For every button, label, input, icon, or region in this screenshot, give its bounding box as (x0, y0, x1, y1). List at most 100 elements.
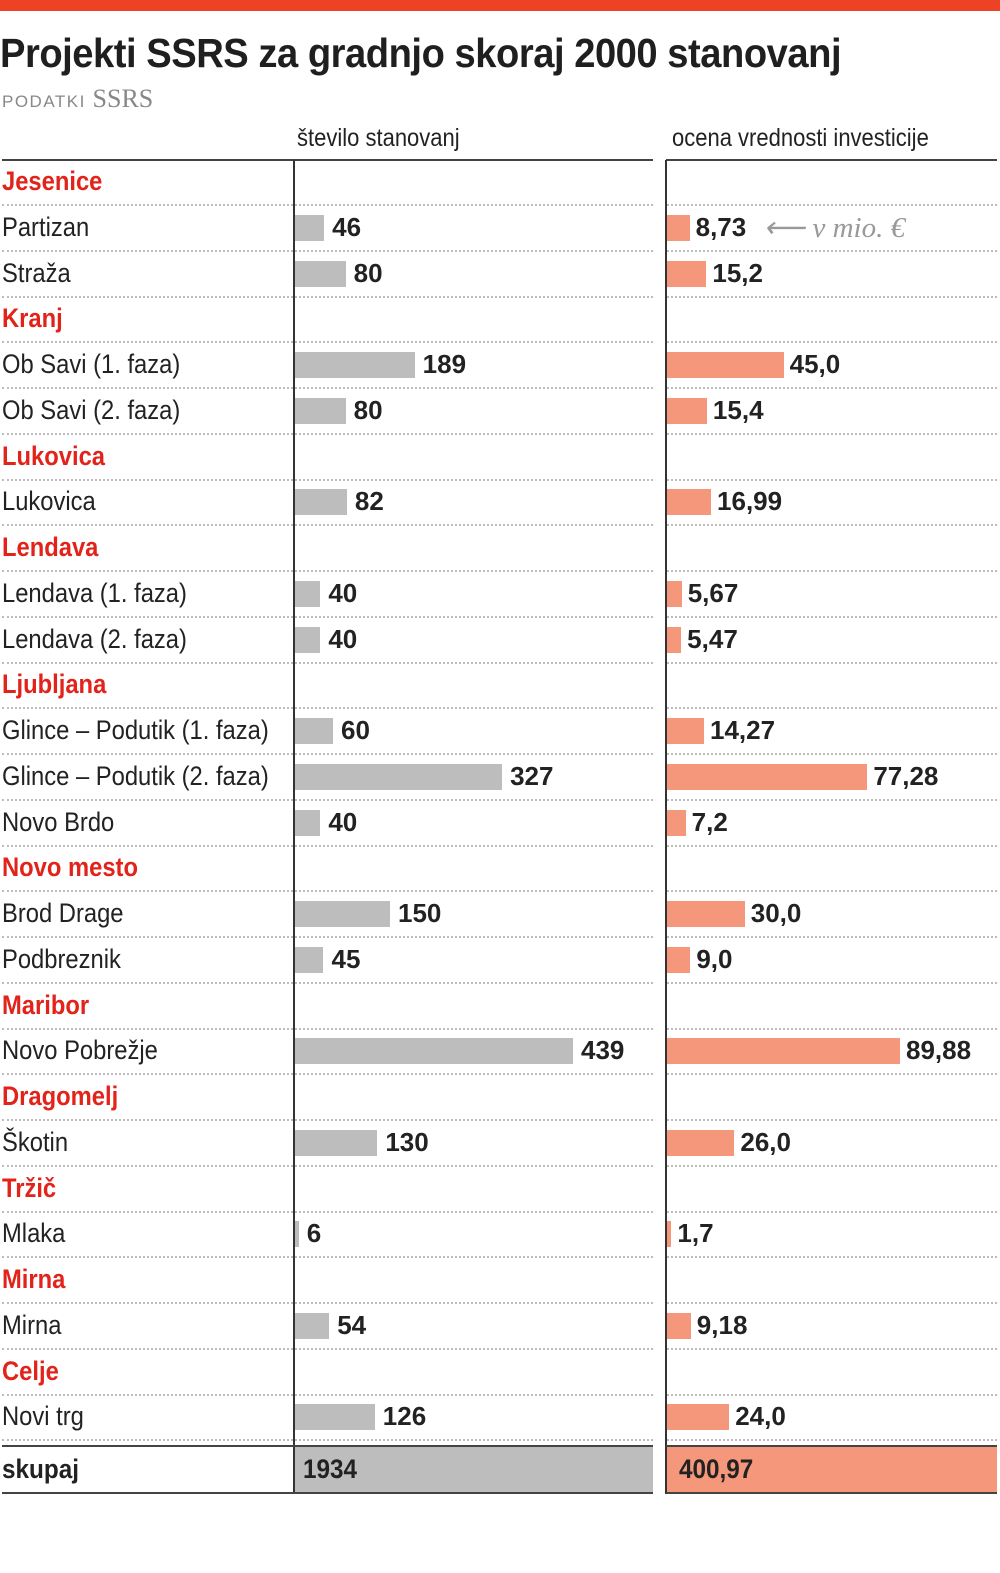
row-divider-left (2, 936, 653, 938)
group-label: Maribor (2, 989, 90, 1020)
row-divider-right (667, 341, 997, 344)
bar-investicija (667, 718, 704, 744)
value-label-stanovanja: 80 (353, 257, 383, 288)
bar-investicija (667, 1312, 691, 1339)
value-label-stanovanja: 40 (328, 577, 358, 608)
bar-investicija (667, 1129, 735, 1156)
bar-stanovanja (295, 626, 321, 653)
value-label-stanovanja: 54 (337, 1309, 367, 1340)
bar-investicija (667, 397, 707, 424)
total-rule-top-right (666, 1445, 997, 1447)
data-row: Partizan 46 8,73 ⟵ v mio. € (0, 206, 1000, 252)
data-row: Glince – Podutik (1. faza) 60 14,27 (0, 709, 1000, 755)
value-label-investicija: 89,88 (906, 1035, 972, 1066)
data-row: Novi trg 126 24,0 (0, 1395, 1000, 1442)
data-row: Lendava (2. faza) 40 5,47 (0, 618, 1000, 664)
data-row: Novo Brdo 40 7,2 (0, 801, 1000, 847)
value-label-investicija: 5,67 (687, 577, 739, 608)
group-header-row: Maribor (0, 984, 1000, 1030)
bar-investicija (667, 626, 682, 653)
row-divider-right (667, 249, 997, 252)
data-row: Ob Savi (1. faza) 189 45,0 (0, 343, 1000, 389)
row-divider-left (2, 341, 653, 344)
value-label-investicija: 26,0 (740, 1126, 791, 1157)
value-label-stanovanja: 6 (306, 1218, 322, 1249)
value-label-stanovanja: 150 (397, 898, 442, 928)
bar-stanovanja (295, 1312, 330, 1339)
chart-title: Projekti SSRS za gradnjo skoraj 2000 sta… (0, 30, 842, 76)
value-label-investicija: 7,2 (691, 806, 728, 837)
value-label-investicija: 30,0 (750, 898, 802, 928)
row-label: Straža (2, 257, 71, 288)
row-divider-right (667, 432, 997, 435)
bar-investicija (667, 946, 691, 973)
bar-stanovanja (295, 1221, 299, 1248)
row-divider-right (667, 295, 997, 298)
row-divider-left (2, 432, 653, 435)
value-label-investicija: 5,47 (687, 623, 738, 654)
row-label: Podbreznik (2, 943, 121, 974)
row-divider-left (2, 204, 653, 206)
value-label-investicija: 9,18 (696, 1309, 748, 1340)
total-rule-bottom-left (2, 1492, 653, 1494)
row-label: Partizan (2, 211, 90, 242)
source-prefix: PODATKI (2, 92, 86, 111)
column-header-stanovanja: število stanovanj (297, 124, 460, 152)
bar-stanovanja (295, 260, 346, 287)
top-accent-bar (0, 0, 1000, 11)
row-divider-right (667, 570, 997, 572)
row-divider-right (667, 1439, 997, 1442)
value-label-investicija: 77,28 (873, 760, 939, 791)
group-label: Tržič (2, 1172, 57, 1203)
row-divider-left (2, 1393, 653, 1396)
value-label-investicija: 14,27 (709, 715, 776, 745)
value-label-investicija: 8,73 (695, 211, 747, 242)
bar-investicija (667, 260, 707, 287)
row-divider-left (2, 570, 653, 572)
value-label-stanovanja: 189 (422, 349, 467, 379)
data-row: Lukovica 82 16,99 (0, 480, 1000, 527)
bar-investicija (667, 809, 686, 836)
data-row: Mirna 54 9,18 (0, 1304, 1000, 1350)
row-divider-left (2, 1347, 653, 1350)
bar-investicija (667, 1221, 672, 1248)
data-row: Lendava (1. faza) 40 5,67 (0, 572, 1000, 618)
value-label-investicija: 45,0 (789, 349, 841, 379)
row-divider-right (667, 753, 997, 755)
data-row: Novo Pobrežje 439 89,88 (0, 1029, 1000, 1076)
row-label: Ob Savi (2. faza) (2, 394, 181, 425)
row-divider-left (2, 387, 653, 389)
header-rule-left (2, 159, 653, 161)
group-label: Ljubljana (2, 669, 107, 700)
row-label: Ob Savi (1. faza) (2, 349, 181, 379)
bar-stanovanja (295, 718, 333, 744)
group-header-row: Tržič (0, 1167, 1000, 1213)
value-label-investicija: 1,7 (677, 1218, 714, 1249)
group-header-row: Celje (0, 1350, 1000, 1396)
row-divider-right (667, 387, 997, 389)
bar-investicija (667, 1038, 900, 1065)
row-divider-left (2, 1439, 653, 1442)
row-label: Brod Drage (2, 898, 124, 928)
row-label: Lendava (1. faza) (2, 577, 187, 608)
row-label: Lukovica (2, 486, 96, 517)
row-divider-left (2, 1027, 653, 1030)
row-label: Škotin (2, 1126, 69, 1157)
data-row: Glince – Podutik (2. faza) 327 77,28 (0, 755, 1000, 801)
bar-investicija (667, 352, 784, 378)
bar-stanovanja (295, 1038, 573, 1065)
value-label-stanovanja: 126 (382, 1401, 427, 1432)
row-divider-right (667, 661, 997, 664)
value-label-investicija: 15,2 (712, 257, 763, 288)
bar-stanovanja (295, 1129, 378, 1156)
row-divider-right (667, 1393, 997, 1396)
row-divider-left (2, 753, 653, 755)
row-divider-right (667, 1073, 997, 1076)
row-divider-right (667, 798, 997, 801)
row-divider-right (667, 1027, 997, 1030)
value-label-stanovanja: 45 (331, 943, 361, 974)
bar-stanovanja (295, 946, 324, 973)
row-divider-left (2, 478, 653, 481)
bar-stanovanja (295, 901, 390, 927)
group-header-row: Kranj (0, 297, 1000, 344)
